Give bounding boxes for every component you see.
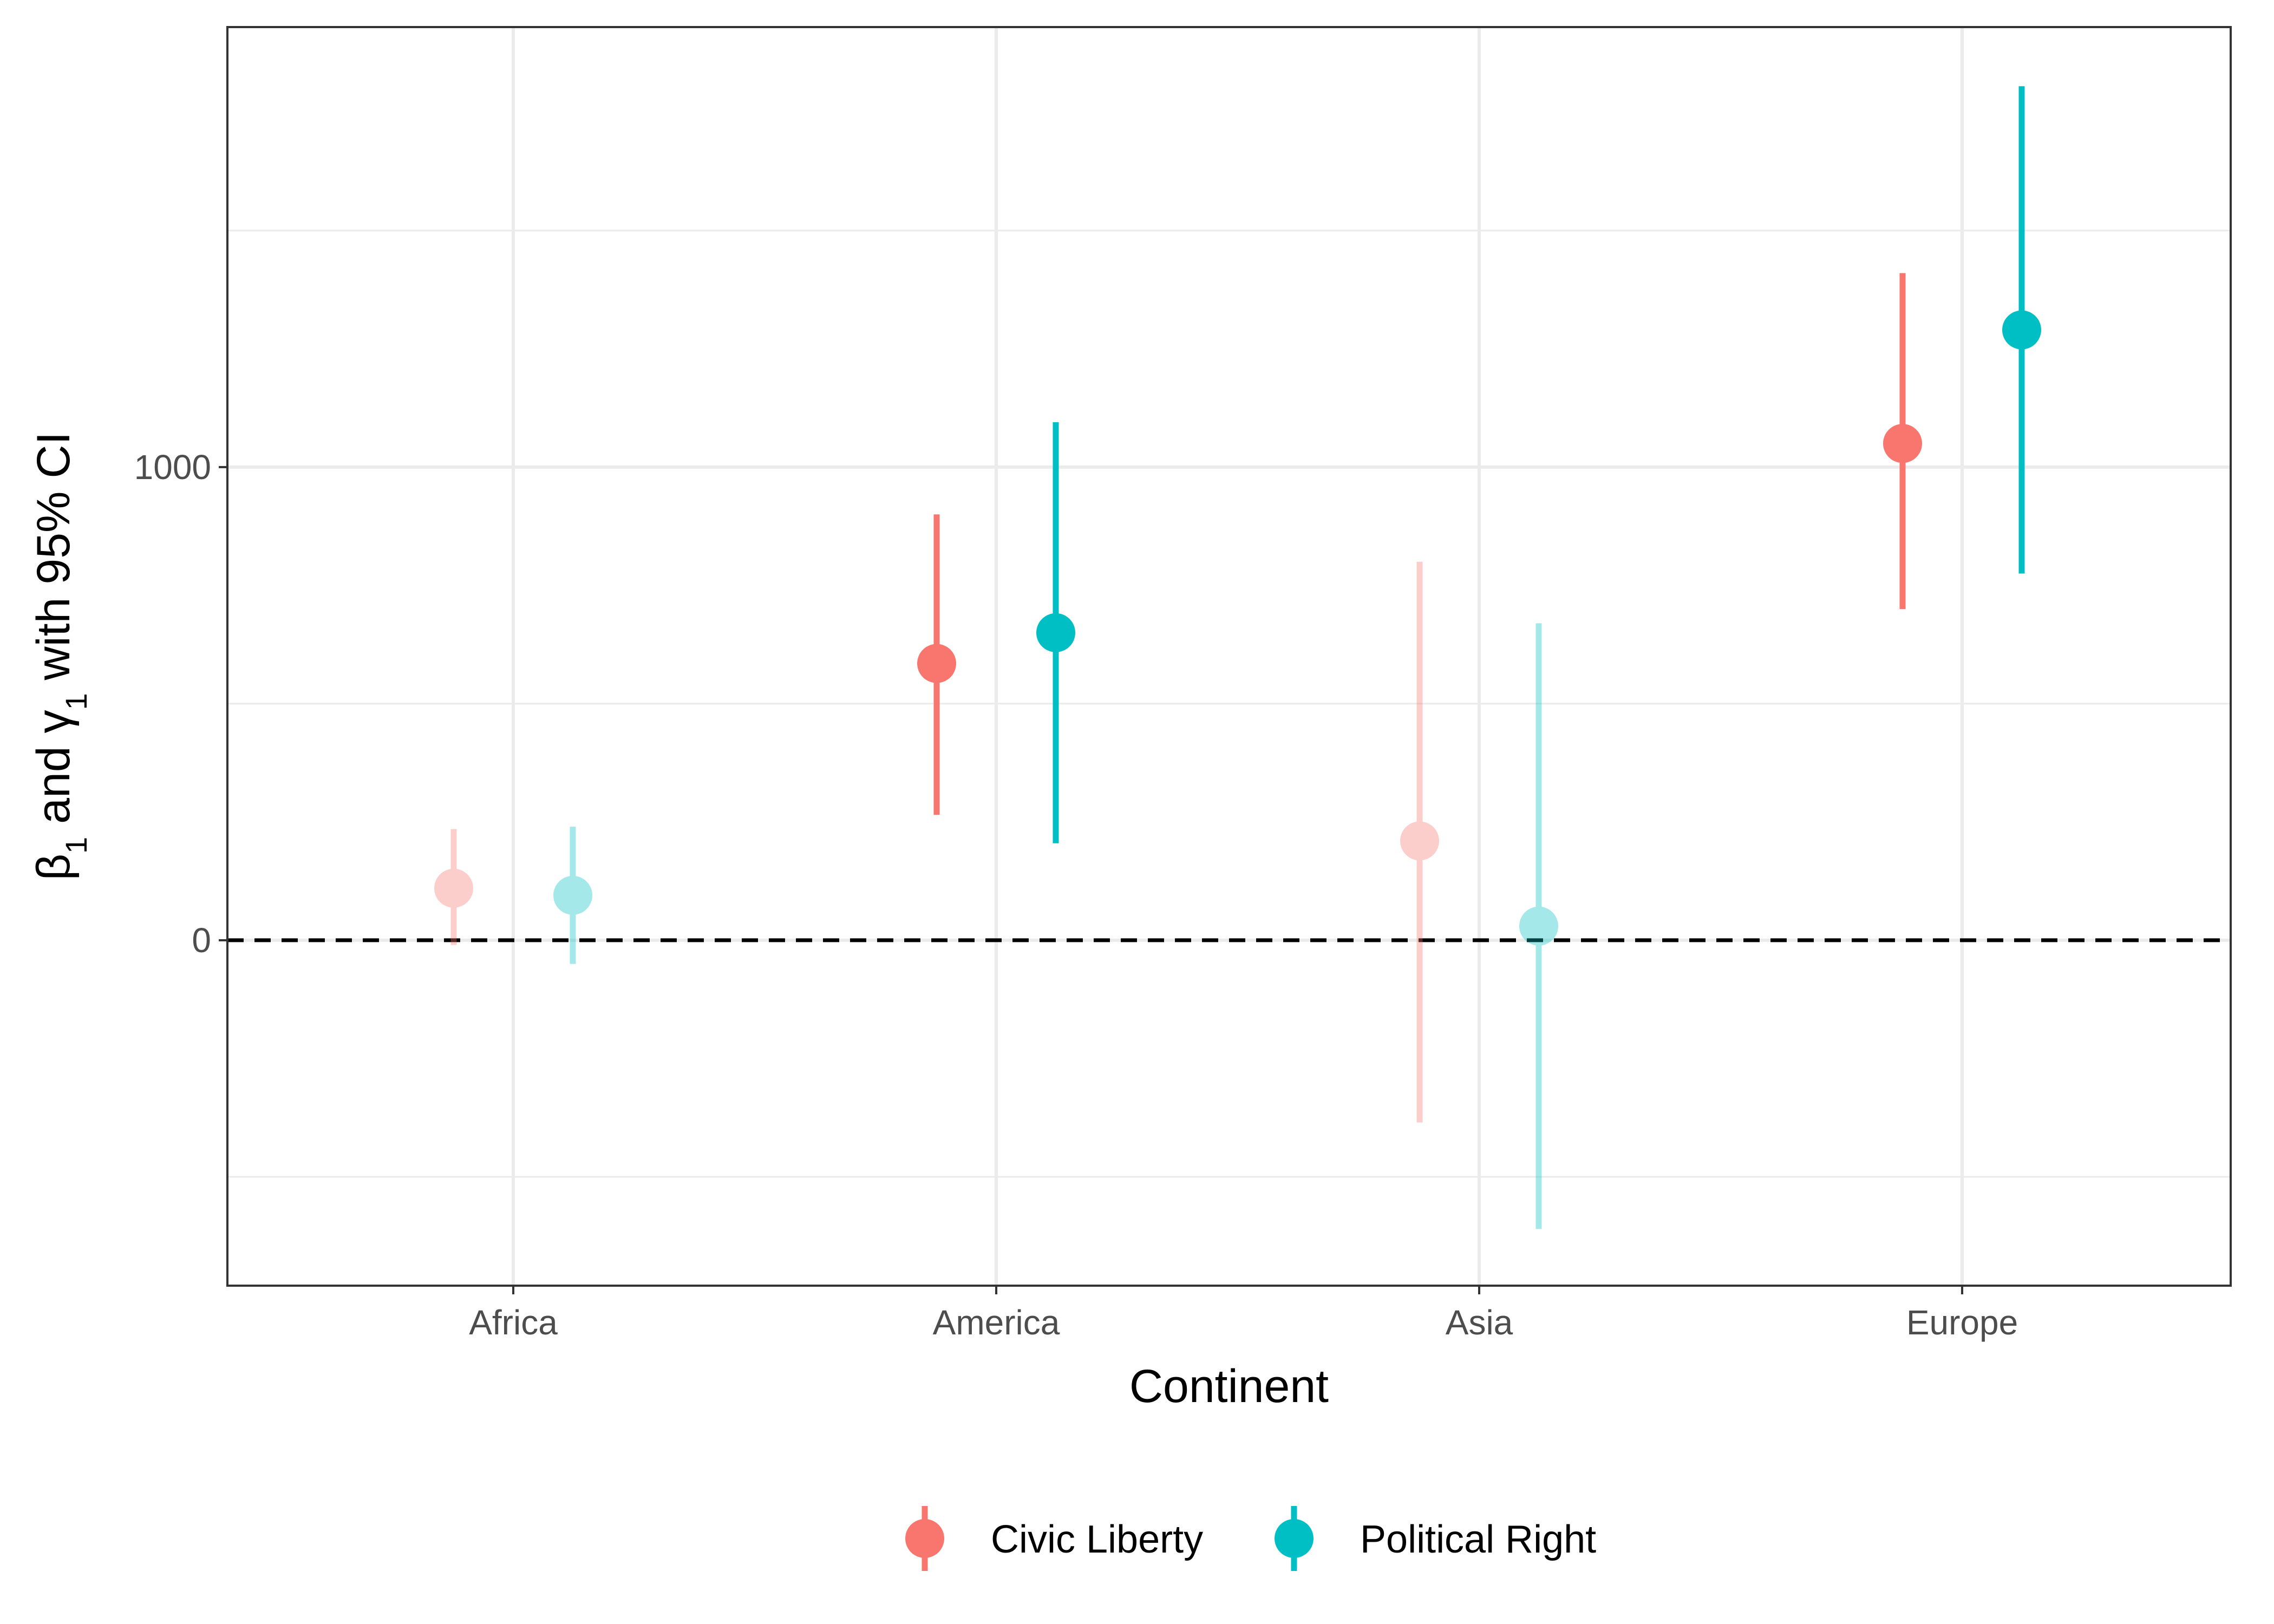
point-range-political-right-africa	[553, 827, 592, 964]
point-estimate	[1519, 906, 1558, 946]
y-axis-title: β1 and γ1 with 95% CI	[28, 432, 93, 881]
legend-item-political-right: Political Right	[1275, 1506, 1596, 1571]
point-range-political-right-europe	[2002, 86, 2041, 574]
legend-label: Political Right	[1360, 1518, 1596, 1561]
x-axis-title: Continent	[1129, 1360, 1329, 1412]
point-range-civic-liberty-europe	[1883, 273, 1922, 610]
point-estimate	[1036, 613, 1075, 652]
point-range-political-right-america	[1036, 422, 1075, 843]
y-tick-label: 0	[192, 921, 211, 960]
point-estimate	[553, 875, 592, 915]
x-tick-label: Asia	[1446, 1303, 1513, 1342]
plot-background	[227, 27, 2231, 1286]
point-estimate	[434, 868, 473, 908]
point-range-political-right-asia	[1519, 623, 1558, 1229]
x-tick-label: America	[933, 1303, 1060, 1342]
x-axis: Africa America Asia Europe	[469, 1286, 2018, 1342]
legend: Civic Liberty Political Right	[905, 1506, 1596, 1571]
point-estimate	[1883, 424, 1922, 463]
x-tick-label: Europe	[1906, 1303, 2018, 1342]
y-tick-label: 1000	[134, 448, 211, 487]
legend-label: Civic Liberty	[991, 1518, 1203, 1561]
point-range-civic-liberty-america	[917, 514, 956, 815]
legend-item-civic-liberty: Civic Liberty	[905, 1506, 1203, 1571]
point-estimate	[1400, 821, 1439, 861]
point-estimate	[917, 644, 956, 683]
legend-key-point	[905, 1519, 944, 1558]
x-tick-label: Africa	[469, 1303, 558, 1342]
legend-key-point	[1275, 1519, 1314, 1558]
plot-panel-border	[226, 26, 2232, 1287]
point-estimate	[2002, 310, 2041, 350]
y-axis: 0 1000	[134, 448, 227, 960]
minor-gridlines	[227, 230, 2231, 1178]
point-range-civic-liberty-africa	[434, 829, 473, 945]
point-range-civic-liberty-asia	[1400, 561, 1439, 1123]
chart-marks	[434, 86, 2041, 1229]
